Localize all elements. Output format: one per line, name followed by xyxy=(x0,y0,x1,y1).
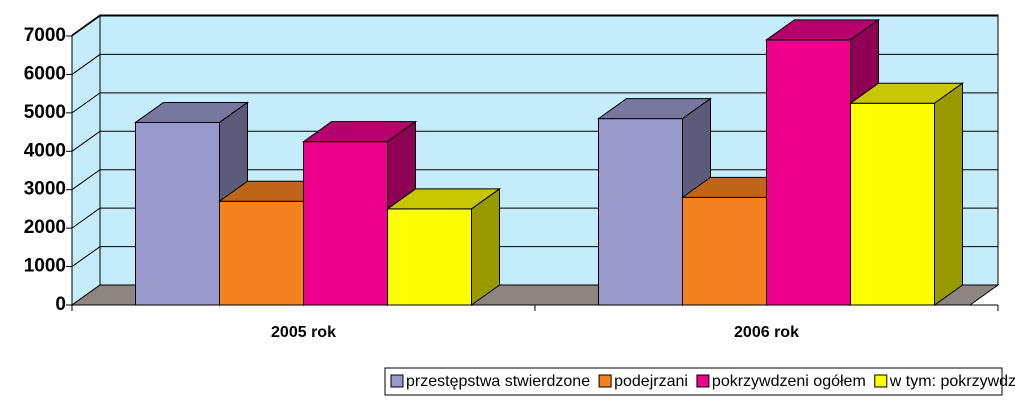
legend-swatch xyxy=(598,374,612,388)
y-tick-label: 4000 xyxy=(24,140,66,161)
bar-front xyxy=(135,121,220,306)
bar-side xyxy=(471,187,500,306)
side-wall xyxy=(71,14,101,306)
bar-front xyxy=(387,208,472,306)
bar-front xyxy=(303,141,388,306)
bar-front xyxy=(682,196,767,306)
x-tick-label: 2005 rok xyxy=(271,324,336,341)
legend-swatch xyxy=(874,374,888,388)
y-tick-label: 0 xyxy=(55,294,66,315)
y-tick-label: 3000 xyxy=(24,179,66,200)
x-tick-label: 2006 rok xyxy=(734,324,799,341)
legend-swatch xyxy=(696,374,710,388)
legend-label: w tym: pokrzywdzeni małoletni xyxy=(889,373,1015,390)
legend-label: przestępstwa stwierdzone xyxy=(406,373,590,390)
bar-side xyxy=(934,82,963,306)
legend-swatch xyxy=(390,374,404,388)
y-tick-label: 5000 xyxy=(24,102,66,123)
grid-line xyxy=(71,15,998,37)
y-tick-label: 6000 xyxy=(24,63,66,84)
y-tick-label: 2000 xyxy=(24,217,66,238)
legend-box xyxy=(384,367,1003,396)
bar-front xyxy=(219,200,304,306)
legend-label: pokrzywdzeni ogółem xyxy=(712,373,866,390)
y-tick-label: 7000 xyxy=(24,25,66,46)
bar-front xyxy=(850,102,935,306)
bar-front xyxy=(766,39,851,306)
grid-line xyxy=(71,92,998,114)
legend-label: podejrzani xyxy=(614,373,688,390)
grid-line xyxy=(71,53,998,75)
bar-front xyxy=(598,118,683,306)
y-tick-label: 1000 xyxy=(24,256,66,277)
